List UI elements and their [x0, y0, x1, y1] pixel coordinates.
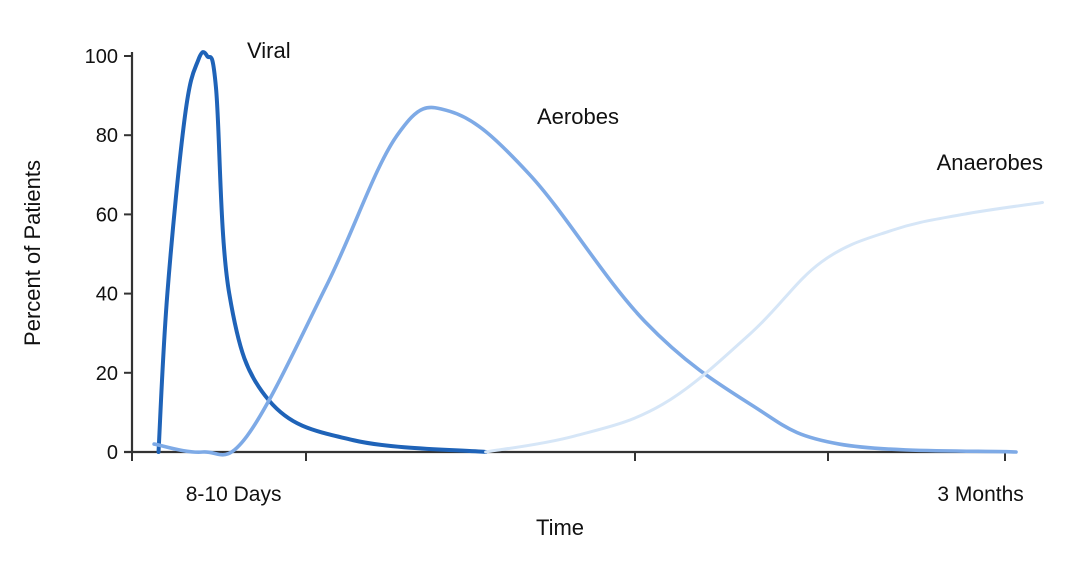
- series-label-anaerobes: Anaerobes: [937, 150, 1043, 175]
- x-category-label: 3 Months: [937, 483, 1023, 506]
- series-label-aerobes: Aerobes: [537, 104, 619, 129]
- y-tick-label: 100: [85, 46, 118, 68]
- y-tick-label: 0: [107, 442, 118, 464]
- series-label-viral: Viral: [247, 38, 291, 63]
- y-axis-title: Percent of Patients: [20, 160, 45, 346]
- series-line-aerobes: [152, 105, 1018, 457]
- series-line-anaerobes: [484, 201, 1045, 454]
- y-tick-label: 80: [96, 125, 118, 147]
- series-line-viral: [156, 50, 488, 454]
- labels-layer: Viral Aerobes Anaerobes: [247, 38, 1043, 175]
- series-layer: [152, 50, 1045, 457]
- y-tick-label: 40: [96, 284, 118, 306]
- x-axis-title: Time: [536, 515, 584, 540]
- x-category-label: 8-10 Days: [186, 483, 282, 506]
- y-tick-label: 60: [96, 204, 118, 226]
- axes-layer: 0 20 40 60 80 100 8-10 Days 3 Months: [85, 46, 1024, 506]
- y-tick-label: 20: [96, 363, 118, 385]
